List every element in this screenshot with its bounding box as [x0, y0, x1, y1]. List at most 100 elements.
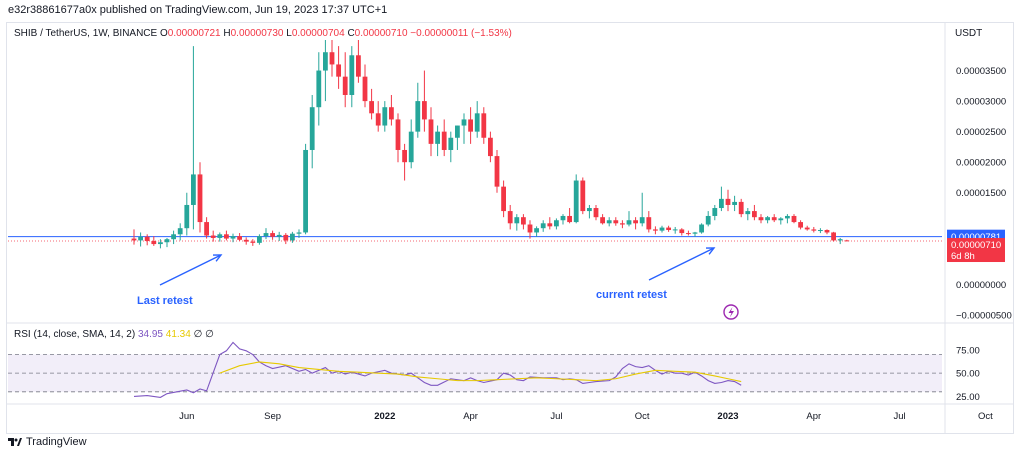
candle-body — [758, 217, 764, 221]
candle-body — [237, 236, 242, 240]
candle-body — [639, 217, 645, 224]
candle-body — [725, 198, 731, 205]
candle-body — [778, 218, 784, 221]
candle-body — [745, 211, 751, 215]
candle-body — [554, 220, 559, 227]
candle-body — [441, 131, 447, 150]
close-price-badge — [947, 238, 1005, 263]
lightning-icon — [728, 307, 734, 318]
rsi-value: 34.95 — [137, 329, 163, 340]
rsi-line — [133, 341, 742, 398]
candle-body — [217, 234, 223, 238]
close-price-text: 0.00000710 — [951, 240, 1001, 251]
currency-label[interactable]: USDT — [955, 28, 983, 39]
low-label: L — [286, 28, 292, 39]
candle-body — [468, 119, 473, 132]
candle-body — [382, 107, 388, 126]
time-tick-label: Jun — [179, 411, 194, 422]
candle-body — [560, 215, 566, 221]
candle-body — [243, 239, 249, 242]
tradingview-logo-icon — [8, 437, 22, 447]
candle-body — [422, 101, 427, 120]
candle-body — [184, 204, 190, 229]
candle-body — [732, 201, 737, 205]
candle-body — [395, 119, 401, 150]
candle-body — [303, 149, 308, 233]
candle-body — [818, 230, 823, 232]
time-tick-label: Jul — [894, 411, 906, 422]
candle-body — [712, 208, 718, 216]
rsi-extra: ∅ ∅ — [193, 329, 214, 340]
candle-body — [158, 242, 163, 245]
candle-body — [474, 113, 480, 132]
candle-body — [692, 232, 698, 234]
price-tick-label: 0.00003000 — [956, 97, 1006, 108]
candle-body — [138, 236, 143, 241]
candle-body — [620, 223, 625, 225]
candle-body — [428, 119, 434, 144]
candle-body — [771, 217, 777, 221]
footer-brand[interactable]: TradingView — [8, 436, 87, 448]
candle-body — [415, 101, 421, 132]
candle-body — [494, 156, 500, 187]
candle-body — [197, 174, 203, 223]
current-retest-arrow-head — [705, 247, 716, 255]
candle-body — [210, 235, 216, 238]
symbol-name[interactable]: SHIB / TetherUS, 1W, BINANCE — [14, 28, 158, 39]
candle-body — [230, 236, 236, 239]
candle-body — [375, 113, 381, 126]
lightning-circle-icon — [723, 304, 739, 320]
candle-body — [283, 234, 289, 241]
candle-body — [719, 198, 724, 209]
candle-body — [534, 228, 539, 233]
open-label: O — [159, 28, 168, 39]
last-retest-arrow-head — [212, 254, 223, 262]
candle-body — [659, 227, 665, 231]
price-tick-label: 0.00002500 — [956, 127, 1006, 138]
candle-body — [501, 186, 506, 212]
candle-body — [705, 215, 711, 225]
candle-body — [250, 241, 256, 243]
close-value: 0.00000710 — [354, 28, 408, 39]
open-value: 0.00000721 — [167, 28, 221, 39]
candle-body — [296, 232, 302, 234]
rsi-label[interactable]: RSI (14, close, SMA, 14, 2) — [14, 329, 136, 340]
brand-name: TradingView — [26, 436, 87, 448]
candle-body — [349, 55, 355, 95]
candle-body — [646, 217, 652, 230]
current-retest-arrow — [648, 247, 715, 281]
candle-body — [323, 52, 328, 71]
candle-body — [448, 137, 454, 150]
candle-body — [481, 113, 487, 138]
candle-body — [831, 232, 836, 241]
candle-body — [204, 222, 209, 236]
chart-frame — [6, 22, 1014, 434]
candle-body — [507, 211, 513, 224]
candle-body — [356, 55, 361, 77]
candle-body — [540, 223, 546, 229]
rsi-tick-label: 25.00 — [956, 392, 980, 403]
candle-body — [527, 224, 533, 233]
candle-body — [316, 70, 322, 108]
candle-body — [752, 211, 757, 218]
rsi-legend: RSI (14, close, SMA, 14, 2) 34.95 41.34 … — [14, 329, 214, 340]
candle-body — [633, 220, 638, 224]
candle-body — [177, 228, 183, 235]
price-tick-label: 0.00003500 — [956, 66, 1006, 77]
rsi-tick-label: 50.00 — [956, 369, 980, 380]
time-tick-label: Apr — [463, 411, 478, 422]
candle-body — [402, 149, 407, 163]
candle-body — [455, 125, 460, 138]
candle-body — [606, 220, 612, 224]
candle-body — [389, 107, 394, 120]
candle-body — [811, 229, 817, 231]
candle-body — [131, 238, 137, 241]
candle-body — [369, 101, 374, 114]
candle-body — [408, 131, 414, 163]
last-price-text: 0.00000781 — [951, 232, 1001, 243]
high-label: H — [223, 28, 231, 39]
candle-body — [738, 201, 744, 215]
candle-body — [191, 174, 196, 205]
candle-body — [362, 76, 368, 102]
